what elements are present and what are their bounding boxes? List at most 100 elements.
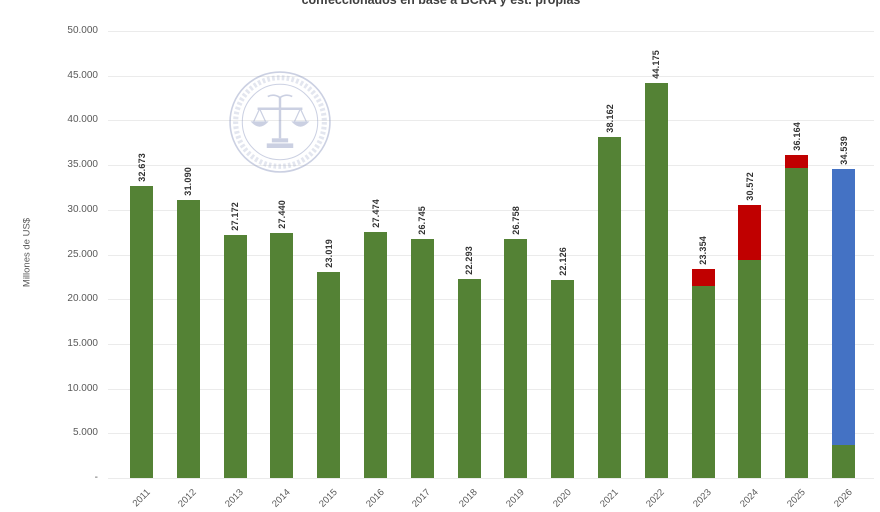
x-axis-tick-label: 2026 (831, 487, 855, 510)
chart-title: confeccionados en base a BCRA y est. pro… (301, 0, 581, 7)
bar-value-label: 27.172 (230, 202, 241, 231)
gridline (108, 75, 874, 77)
bar-segment-red (785, 155, 809, 169)
gridline (108, 31, 874, 32)
bar-segment-green (130, 186, 153, 478)
y-axis-tick-label: 35.000 (67, 159, 98, 171)
bar-value-label-box: 30.572 (743, 143, 757, 201)
bar-2020 (551, 280, 575, 478)
bar-segment-green (691, 285, 715, 478)
bar-segment-green (223, 235, 247, 478)
x-axis-tick-label: 2015 (316, 487, 340, 510)
bar-value-label-box: 27.474 (369, 170, 383, 228)
bar-value-label-box: 23.019 (322, 210, 336, 268)
y-axis-title: Millones de US$ (21, 217, 33, 288)
bar-value-label: 26.758 (510, 206, 521, 235)
x-axis-tick-label: 2012 (176, 487, 200, 510)
x-axis-tick-label: 2024 (737, 487, 761, 510)
gridline (108, 388, 874, 390)
gridline (108, 299, 874, 301)
y-axis-tick-label: 20.000 (67, 293, 98, 305)
bar-value-label-box: 34.539 (837, 107, 851, 165)
bar-segment-green (504, 239, 528, 478)
bar-segment-green (551, 280, 575, 478)
bar-value-label: 27.440 (276, 200, 287, 229)
bar-2015 (317, 272, 341, 478)
bar-value-label: 23.354 (698, 236, 709, 265)
bar-segment-green (457, 279, 481, 478)
bar-value-label-box: 27.172 (228, 173, 242, 231)
bar-2021 (598, 137, 621, 478)
bar-value-label-box: 38.162 (603, 75, 617, 133)
bar-segment-blue (832, 169, 855, 445)
gridline (108, 478, 874, 479)
y-axis-tick-label: 15.000 (67, 337, 98, 349)
gridline (108, 165, 874, 167)
x-axis-tick-label: 2022 (644, 487, 668, 510)
bar-2019 (504, 239, 528, 478)
x-axis-tick-label: 2016 (363, 487, 387, 510)
bar-2012 (176, 200, 200, 478)
bar-value-label: 38.162 (604, 104, 615, 133)
x-axis-tick-label: 2013 (223, 487, 246, 510)
watermark-seal (229, 71, 331, 173)
x-axis-tick-label: 2023 (691, 487, 714, 510)
y-axis-tick-label: - (94, 472, 98, 483)
bar-value-label: 27.474 (370, 199, 381, 228)
bar-value-label: 23.019 (323, 239, 334, 268)
y-axis-tick-label: 25.000 (67, 248, 98, 260)
bar-2024 (738, 205, 762, 478)
bar-value-label-box: 44.175 (649, 21, 663, 79)
gridline (108, 120, 874, 122)
y-axis-tick-label: 45.000 (67, 69, 98, 81)
bar-2016 (364, 232, 387, 478)
y-axis-tick-label: 10.000 (67, 382, 98, 394)
bar-value-label-box: 26.745 (415, 177, 429, 235)
bar-segment-green (364, 232, 387, 478)
bar-value-label-box: 23.354 (696, 207, 710, 265)
x-axis-tick-label: 2017 (410, 487, 434, 510)
bar-value-label-box: 36.164 (790, 93, 804, 151)
bar-segment-red (691, 269, 715, 286)
x-axis-tick-label: 2011 (130, 487, 153, 510)
bar-2022 (644, 83, 668, 478)
bar-2014 (270, 233, 294, 478)
gridline (108, 209, 874, 211)
gridline (108, 343, 874, 345)
bar-value-label: 36.164 (791, 122, 802, 151)
bar-2023 (691, 269, 715, 478)
y-axis-tick-label: 50.000 (67, 25, 98, 36)
bar-2013 (223, 235, 247, 478)
bar-value-label-box: 22.126 (556, 218, 570, 276)
bar-value-label: 31.090 (183, 167, 194, 196)
bar-value-label-box: 31.090 (181, 138, 195, 196)
bar-segment-green (410, 239, 434, 478)
y-axis-tick-label: 5.000 (72, 427, 98, 439)
bar-segment-green (598, 137, 621, 478)
bar-segment-green (270, 233, 294, 478)
bar-segment-green (785, 168, 809, 478)
gridline (108, 433, 874, 435)
gridline (108, 254, 874, 256)
scales-seal-icon (229, 71, 331, 173)
bar-segment-green (176, 200, 200, 478)
bar-2018 (457, 279, 481, 478)
y-axis-tick-label: 40.000 (67, 114, 98, 126)
x-axis-tick-label: 2021 (597, 487, 621, 510)
bar-value-label: 30.572 (744, 172, 755, 201)
bar-value-label-box: 22.293 (462, 217, 476, 275)
bar-2011 (130, 186, 153, 478)
x-axis-tick-label: 2025 (784, 487, 808, 510)
bar-segment-green (317, 272, 341, 478)
bar-segment-green (644, 83, 668, 478)
bar-value-label-box: 27.440 (275, 171, 289, 229)
x-axis-tick-label: 2019 (503, 487, 527, 510)
bar-2025 (785, 155, 809, 478)
bar-value-label-box: 32.673 (135, 124, 149, 182)
bar-value-label: 32.673 (136, 153, 147, 182)
x-axis-tick-label: 2014 (269, 487, 293, 510)
bar-value-label: 22.126 (557, 247, 568, 276)
bar-segment-green (738, 260, 762, 478)
bar-value-label: 44.175 (651, 50, 662, 79)
